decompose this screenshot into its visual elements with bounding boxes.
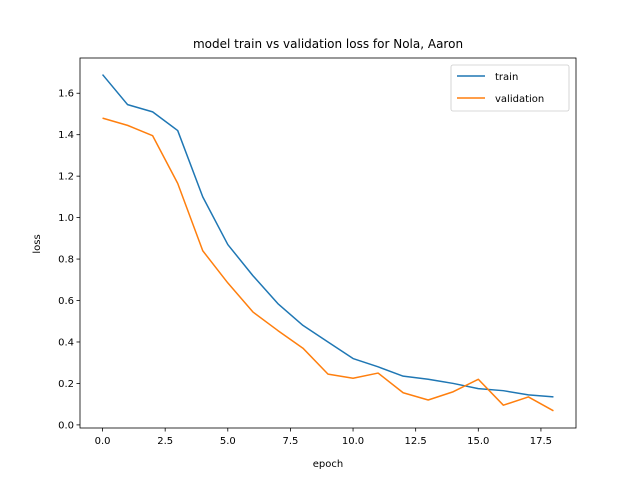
x-tick-label: 15.0 <box>467 436 489 447</box>
x-tick-label: 12.5 <box>405 436 427 447</box>
x-tick-label: 2.5 <box>157 436 173 447</box>
axes-frame <box>79 57 577 429</box>
y-tick-label: 0.6 <box>58 296 74 307</box>
y-tick-label: 1.6 <box>58 89 74 100</box>
y-tick-label: 1.2 <box>58 172 74 183</box>
y-tick-label: 0.8 <box>58 255 74 266</box>
x-tick-label: 5.0 <box>220 436 236 447</box>
plot-area: 0.0 2.5 5.0 7.5 10.0 12.5 15.0 17.5 0.0 0.2 0.4 0.6… <box>58 57 577 447</box>
legend-label-validation: validation <box>495 94 544 105</box>
y-tick-label: 0.2 <box>58 379 74 390</box>
y-tick-label: 0.4 <box>58 337 74 348</box>
x-tick-label: 10.0 <box>342 436 364 447</box>
legend-label-train: train <box>495 72 518 83</box>
x-axis-label: epoch <box>313 459 343 470</box>
series-line-train <box>101 74 554 398</box>
y-axis-label: loss <box>32 234 43 253</box>
x-tick-label: 0.0 <box>95 436 111 447</box>
x-tick-label: 17.5 <box>530 436 552 447</box>
series-line-validation <box>102 117 554 412</box>
y-tick-label: 0.0 <box>58 420 74 431</box>
y-tick-label: 1.4 <box>58 130 74 141</box>
y-tick-label: 1.0 <box>58 213 74 224</box>
x-tick-label: 7.5 <box>282 436 298 447</box>
chart-title: model train vs validation loss for Nola,… <box>193 37 463 51</box>
